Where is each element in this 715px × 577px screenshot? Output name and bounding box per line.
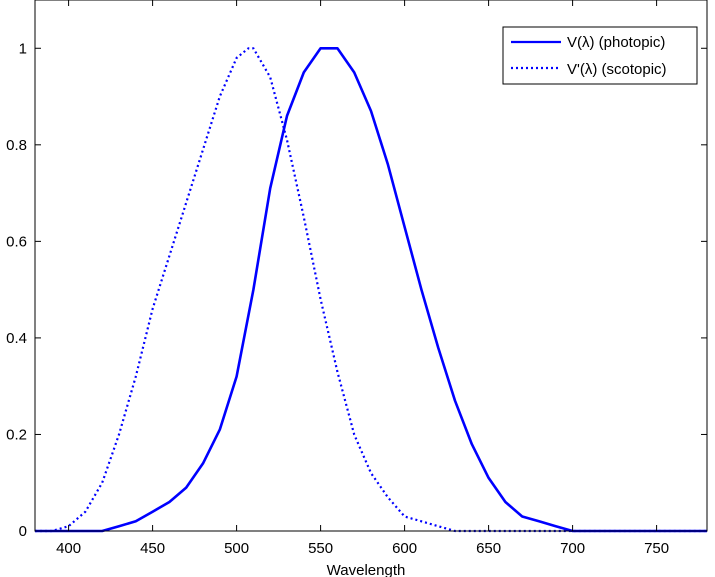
x-tick-label: 500 — [224, 540, 249, 557]
y-tick-label: 0.2 — [6, 426, 27, 443]
plot-area — [35, 0, 707, 531]
y-tick-label: 1 — [19, 40, 27, 57]
x-tick-label: 750 — [644, 540, 669, 557]
y-tick-label: 0.4 — [6, 330, 27, 347]
y-axis: 0 0.2 0.4 0.6 0.8 1 — [6, 40, 707, 540]
y-tick-label: 0.8 — [6, 137, 27, 154]
axes-box — [34, 0, 708, 532]
x-tick-label: 450 — [140, 540, 165, 557]
y-tick-label: 0 — [19, 523, 27, 540]
x-tick-label: 600 — [392, 540, 417, 557]
legend: V(λ) (photopic) V'(λ) (scotopic) — [502, 26, 698, 85]
x-axis: 400 450 500 550 600 650 700 750 — [56, 0, 669, 557]
x-tick-label: 550 — [308, 540, 333, 557]
y-tick-label: 0.6 — [6, 233, 27, 250]
legend-box — [502, 26, 698, 85]
x-tick-label: 700 — [560, 540, 585, 557]
legend-label-photopic: V(λ) (photopic) — [567, 34, 665, 51]
x-axis-label: Wavelength — [327, 562, 406, 577]
x-tick-label: 400 — [56, 540, 81, 557]
legend-label-scotopic: V'(λ) (scotopic) — [567, 61, 667, 78]
x-tick-label: 650 — [476, 540, 501, 557]
